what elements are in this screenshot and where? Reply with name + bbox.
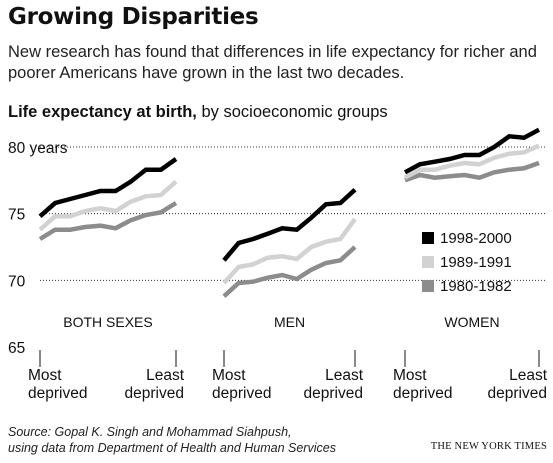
panel-label: MEN	[274, 314, 305, 330]
legend-label-1980-1982: 1980-1982	[440, 278, 512, 295]
legend-label-1998-2000: 1998-2000	[440, 230, 512, 247]
legend-label-1989-1991: 1989-1991	[440, 254, 512, 271]
x-label-left-line1: Most	[212, 367, 246, 384]
x-label-left-line2: deprived	[28, 385, 87, 402]
series-line-both-sexes-1989-1991	[38, 180, 178, 232]
y-tick-label-75: 75	[8, 207, 25, 224]
source-note: Source: Gopal K. Singh and Mohammad Siah…	[8, 424, 336, 456]
series-line-men-1980-1982	[222, 245, 357, 298]
subtitle-rest: by socioeconomic groups	[196, 103, 388, 121]
x-label-left-line1: Most	[393, 367, 427, 384]
series-line-men-1989-1991	[222, 217, 357, 285]
x-label-right-line2: deprived	[488, 385, 547, 402]
y-axis: 80 years 75 70 65	[8, 140, 68, 357]
legend-swatch-1980-1982	[422, 280, 434, 292]
x-label-left-line2: deprived	[212, 385, 271, 402]
series-line-both-sexes-1998-2000	[38, 157, 178, 218]
series-line-women-1998-2000	[403, 127, 541, 175]
panel-label: BOTH SEXES	[63, 314, 152, 330]
x-label-right-line1: Least	[146, 367, 185, 384]
legend-swatch-1989-1991	[422, 256, 434, 268]
x-label-right-line1: Least	[509, 367, 548, 384]
panel-label: WOMEN	[444, 314, 499, 330]
source-line-1: Source: Gopal K. Singh and Mohammad Siah…	[8, 425, 292, 439]
y-tick-label-65: 65	[8, 340, 25, 357]
legend-swatch-1998-2000	[422, 232, 434, 244]
gridlines	[40, 146, 545, 281]
x-label-left-line2: deprived	[393, 385, 452, 402]
chart-panels: BOTH SEXESMostdeprivedLeastdeprivedMENMo…	[28, 127, 548, 402]
x-label-right-line2: deprived	[304, 385, 363, 402]
chart-subtitle: Life expectancy at birth, by socioeconom…	[8, 103, 388, 122]
series-line-women-1989-1991	[403, 143, 540, 180]
x-label-left-line1: Most	[28, 367, 62, 384]
chart-headline: Growing Disparities	[8, 4, 259, 30]
series-line-both-sexes-1980-1982	[38, 201, 178, 241]
series-line-men-1998-2000	[222, 188, 357, 262]
publisher-credit: THE NEW YORK TIMES	[430, 441, 547, 452]
series-line-women-1980-1982	[404, 160, 540, 183]
x-label-right-line2: deprived	[125, 385, 184, 402]
x-label-right-line1: Least	[325, 367, 364, 384]
y-tick-label-70: 70	[8, 273, 26, 290]
source-line-2: using data from Department of Health and…	[8, 441, 336, 455]
legend: 1998-2000 1989-1991 1980-1982	[422, 230, 512, 295]
subtitle-bold: Life expectancy at birth,	[8, 103, 197, 121]
y-tick-label-80: 80 years	[8, 140, 68, 157]
chart-description: New research has found that differences …	[8, 43, 537, 82]
